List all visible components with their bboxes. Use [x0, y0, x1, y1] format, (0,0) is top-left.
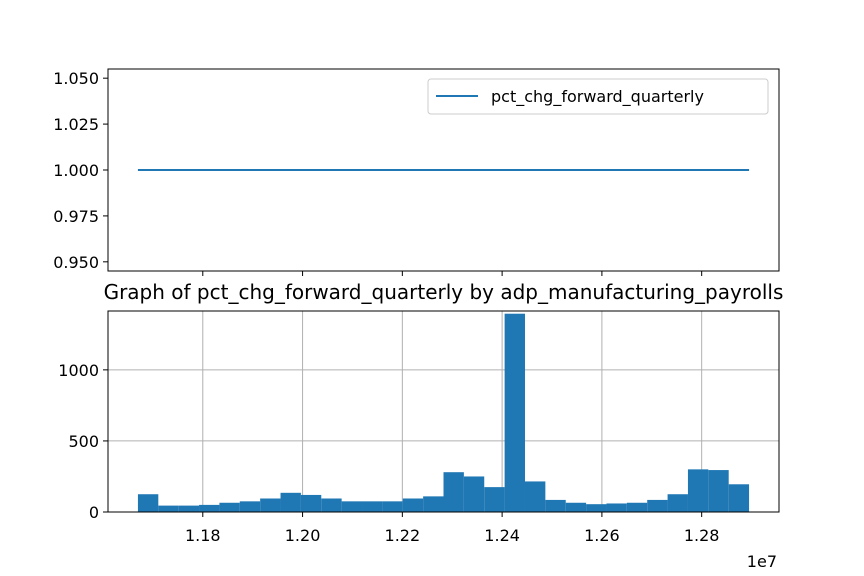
histogram-y-tick-label: 500	[68, 432, 99, 451]
histogram-x-tick-label: 1.18	[185, 526, 221, 545]
x-axis-offset-label: 1e7	[747, 552, 777, 571]
line-y-tick-label: 0.975	[53, 207, 99, 226]
histogram-title: Graph of pct_chg_forward_quarterly by ad…	[104, 280, 784, 304]
histogram-bar	[341, 501, 363, 512]
line-y-tick-label: 0.950	[53, 253, 99, 272]
legend-label: pct_chg_forward_quarterly	[491, 87, 704, 107]
histogram-bar	[239, 501, 261, 512]
line-plot-frame	[107, 68, 780, 272]
histogram-bar	[728, 484, 750, 512]
histogram-bar	[647, 499, 668, 512]
histogram-bar	[362, 501, 383, 512]
histogram-y-axis: 0 500 1000	[58, 361, 108, 522]
histogram-y-tick-label: 0	[89, 503, 99, 522]
legend: pct_chg_forward_quarterly	[427, 78, 769, 115]
histogram-bar	[586, 504, 607, 512]
histogram-bar	[504, 313, 525, 512]
histogram-x-tick-label: 1.24	[484, 526, 520, 545]
histogram-x-tick-label: 1.26	[584, 526, 620, 545]
histogram-y-tick-label: 1000	[58, 361, 99, 380]
histogram-bars	[137, 313, 750, 512]
histogram-bar	[137, 494, 159, 512]
histogram-bar	[463, 476, 485, 512]
histogram-x-tick-label: 1.28	[684, 526, 720, 545]
histogram-bar	[382, 501, 403, 512]
histogram-bar	[158, 505, 179, 512]
line-x-axis	[202, 271, 703, 276]
histogram-subplot: 0 500 1000 1.18 1.20 1.22 1.24 1.26 1.28 1e7	[58, 310, 780, 571]
histogram-plot-frame	[107, 310, 780, 513]
histogram-bar	[545, 499, 566, 512]
histogram-bar	[667, 494, 688, 512]
histogram-bar	[199, 504, 220, 512]
histogram-bar	[219, 502, 240, 512]
histogram-x-tick-label: 1.22	[385, 526, 421, 545]
histogram-bar	[300, 494, 322, 512]
histogram-bar	[260, 498, 281, 512]
histogram-bar	[484, 487, 505, 512]
histogram-bar	[443, 472, 464, 512]
line-y-axis: 1.050 1.025 1.000 0.975 0.950	[53, 69, 108, 272]
legend-box	[427, 78, 769, 115]
histogram-bar	[626, 502, 648, 512]
histogram-x-axis: 1.18 1.20 1.22 1.24 1.26 1.28	[185, 512, 720, 545]
line-y-tick-label: 1.050	[53, 69, 99, 88]
histogram-bar	[423, 496, 444, 512]
histogram-bar	[687, 469, 709, 512]
histogram-bar	[524, 481, 546, 512]
histogram-bar	[565, 502, 587, 512]
histogram-bar	[178, 505, 200, 512]
histogram-bar	[280, 492, 301, 512]
line-y-tick-label: 1.025	[53, 115, 99, 134]
histogram-bar	[708, 470, 729, 512]
histogram-bar	[606, 503, 627, 512]
line-y-tick-label: 1.000	[53, 161, 99, 180]
histogram-bar	[402, 498, 424, 512]
histogram-bar	[321, 498, 342, 512]
line-subplot: 1.050 1.025 1.000 0.975 0.950 pct_chg_forwar…	[53, 68, 780, 276]
histogram-x-tick-label: 1.20	[285, 526, 321, 545]
